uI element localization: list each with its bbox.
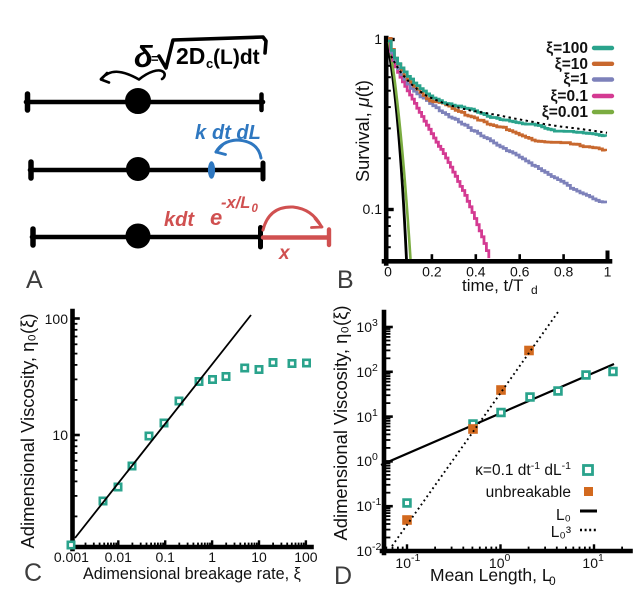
svg-text:k: k: [195, 122, 207, 144]
svg-text:x: x: [278, 243, 291, 264]
svg-text:ξ=0.1: ξ=0.1: [550, 88, 588, 105]
svg-text:10: 10: [489, 555, 505, 571]
svg-text:-x/L: -x/L: [221, 194, 250, 212]
svg-text:δ: δ: [134, 39, 153, 74]
svg-text:1: 1: [374, 31, 382, 47]
svg-text:dt dL: dt dL: [212, 122, 261, 144]
svg-text:Adimensional Viscosity, η₀(ξ): Adimensional Viscosity, η₀(ξ): [330, 306, 351, 541]
svg-text:100: 100: [45, 311, 69, 327]
svg-text:1: 1: [604, 264, 612, 280]
svg-text:3: 3: [372, 317, 378, 329]
svg-text:1: 1: [598, 552, 604, 564]
svg-text:ξ=0.01: ξ=0.01: [542, 104, 589, 121]
svg-text:-1: -1: [372, 496, 381, 508]
svg-text:0: 0: [384, 264, 392, 280]
svg-text:L₀: L₀: [556, 507, 571, 524]
svg-text:1: 1: [372, 407, 378, 419]
svg-text:kdt: kdt: [164, 209, 195, 231]
svg-text:c: c: [206, 56, 213, 71]
svg-text:D: D: [334, 562, 352, 590]
svg-text:0.6: 0.6: [510, 264, 530, 280]
svg-text:κ=0.1 dt-1 dL-1: κ=0.1 dt-1 dL-1: [475, 460, 571, 479]
svg-text:0.1: 0.1: [155, 549, 175, 565]
svg-text:10: 10: [251, 549, 267, 565]
svg-text:e: e: [210, 205, 222, 230]
svg-text:ξ=10: ξ=10: [555, 56, 588, 73]
svg-text:Survival, μ(t): Survival, μ(t): [353, 80, 373, 182]
svg-text:d: d: [531, 283, 538, 297]
svg-text:0: 0: [252, 203, 259, 215]
svg-text:10: 10: [356, 498, 372, 514]
svg-text:-1: -1: [411, 552, 420, 564]
svg-text:10: 10: [356, 453, 372, 469]
svg-text:C: C: [24, 559, 42, 587]
svg-text:(L)dt: (L)dt: [213, 46, 260, 69]
svg-text:=: =: [151, 51, 159, 66]
svg-text:time, t/T: time, t/T: [462, 276, 523, 295]
svg-text:0: 0: [505, 552, 511, 564]
svg-text:ξ=1: ξ=1: [563, 71, 588, 88]
svg-text:L₀³: L₀³: [551, 524, 571, 541]
svg-text:0: 0: [372, 451, 378, 463]
svg-text:0.1: 0.1: [363, 201, 383, 217]
svg-text:Adimensional breakage rate, ξ: Adimensional breakage rate, ξ: [83, 565, 301, 583]
svg-text:ξ=100: ξ=100: [546, 40, 588, 57]
svg-text:10: 10: [52, 427, 68, 443]
svg-text:0.8: 0.8: [554, 264, 574, 280]
svg-text:2D: 2D: [176, 43, 205, 69]
svg-text:0.001: 0.001: [54, 549, 89, 565]
svg-text:B: B: [337, 266, 354, 294]
svg-text:10: 10: [356, 409, 372, 425]
svg-text:0: 0: [549, 574, 556, 588]
svg-text:10: 10: [356, 543, 372, 559]
svg-text:A: A: [26, 266, 43, 294]
svg-text:0.2: 0.2: [422, 264, 442, 280]
svg-text:10: 10: [356, 364, 372, 380]
svg-text:0.4: 0.4: [466, 264, 486, 280]
svg-text:10: 10: [356, 319, 372, 335]
svg-text:1: 1: [208, 549, 216, 565]
svg-text:100: 100: [294, 549, 318, 565]
svg-text:10: 10: [582, 555, 598, 571]
svg-text:-2: -2: [372, 541, 381, 553]
svg-text:2: 2: [372, 362, 378, 374]
svg-text:Mean Length, L: Mean Length, L: [430, 565, 552, 585]
svg-text:unbreakable: unbreakable: [486, 484, 571, 501]
svg-text:Adimensional Viscosity, η₀(ξ): Adimensional Viscosity, η₀(ξ): [17, 314, 38, 549]
svg-text:0.01: 0.01: [105, 549, 132, 565]
svg-text:10: 10: [395, 555, 411, 571]
